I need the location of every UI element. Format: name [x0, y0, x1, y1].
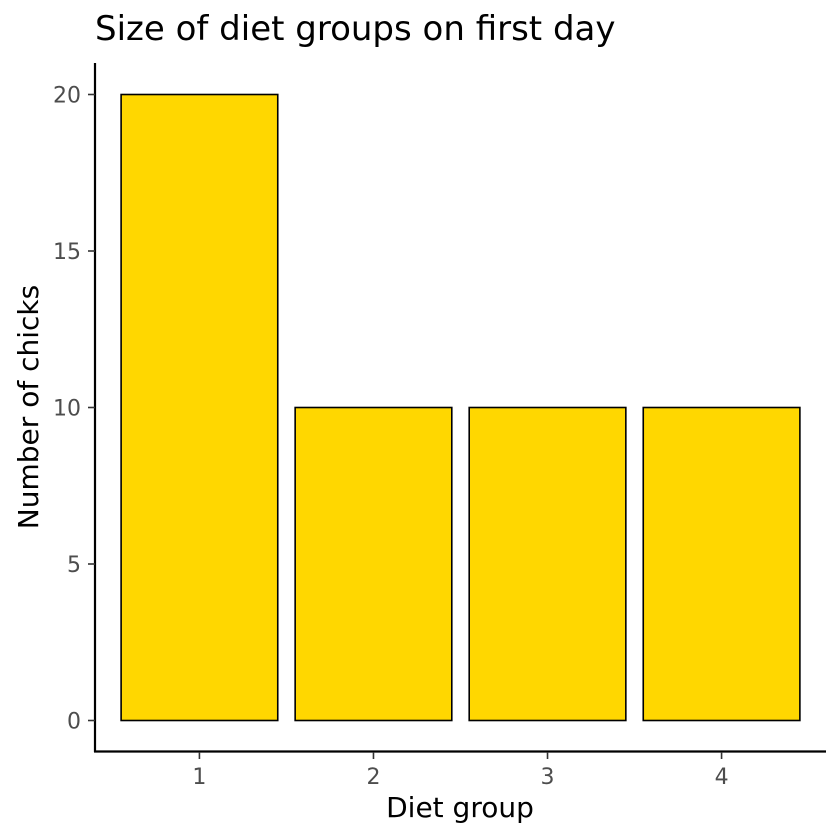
x-tick-label: 1	[192, 765, 206, 790]
chart-title: Size of diet groups on first day	[95, 9, 615, 49]
bar-diet-1	[120, 93, 279, 722]
x-axis-title: Diet group	[386, 791, 534, 824]
y-tick-label: 5	[67, 553, 81, 578]
bar-diet-4	[642, 406, 801, 722]
y-axis-title: Number of chicks	[12, 285, 45, 529]
y-tick-label: 15	[53, 240, 81, 265]
y-axis-ticks: 0 5 10 15 20	[53, 84, 95, 735]
y-tick-label: 20	[53, 84, 81, 109]
x-axis-ticks: 1 2 3 4	[192, 752, 729, 790]
x-tick-label: 2	[366, 765, 380, 790]
x-tick-label: 3	[541, 765, 555, 790]
bar-diet-3	[468, 406, 627, 722]
y-tick-label: 0	[67, 710, 81, 735]
bar-diet-2	[294, 406, 453, 722]
bars-group	[120, 93, 801, 722]
x-tick-label: 4	[715, 765, 729, 790]
y-tick-label: 10	[53, 397, 81, 422]
